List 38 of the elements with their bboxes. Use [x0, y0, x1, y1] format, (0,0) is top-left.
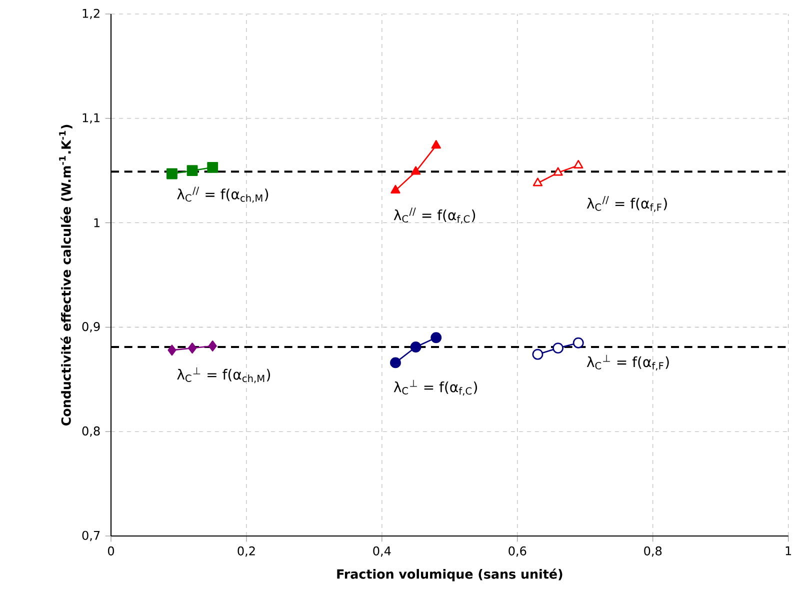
point	[532, 348, 544, 360]
y-tick-label: 0,7	[82, 530, 100, 542]
point	[410, 342, 422, 352]
point	[166, 168, 178, 180]
point	[186, 165, 198, 176]
x-tick-label: 1	[786, 546, 792, 556]
point	[168, 344, 176, 356]
series-label: λ$_{C}$$^{⊥}$ = f(α$_{f,C}$)	[394, 380, 478, 396]
point	[207, 162, 218, 173]
point	[390, 357, 401, 368]
point	[430, 332, 442, 344]
x-axis-title: Fraction volumique (sans unité)	[337, 568, 562, 582]
y-tick-label: 1,2	[82, 8, 100, 20]
text: λ$_{C}$$^{//}$ = f(α$_{f,F}$)	[586, 196, 667, 212]
point	[553, 167, 563, 176]
x-tick-label: 0,8	[644, 546, 662, 557]
point	[390, 184, 400, 194]
point	[552, 342, 564, 354]
point	[431, 140, 441, 149]
y-axis-title: Conductivité effective calculée (W.m$^{-1}$.K$^{-1}$)	[59, 124, 72, 426]
series-label: λ$_{C}$$^{⊥}$ = f(α$_{ch,M}$)	[177, 367, 270, 384]
point	[572, 337, 584, 348]
point	[208, 340, 217, 352]
point	[410, 166, 421, 175]
point	[574, 160, 584, 168]
y-tick-label: 0,8	[82, 426, 100, 437]
point	[188, 342, 197, 354]
y-tick-label: 1,1	[82, 113, 100, 124]
x-tick-label: 0	[108, 546, 114, 556]
x-tick-label: 0,2	[238, 546, 255, 557]
point	[532, 178, 543, 186]
series-label: λ$_{C}$$^{⊥}$ = f(α$_{f,F}$)	[586, 354, 669, 371]
series-label: λ$_{C}$$^{//}$ = f(α$_{ch,M}$)	[177, 186, 268, 203]
x-tick-label: 0,4	[373, 546, 391, 557]
series-label: λ$_{C}$$^{//}$ = f(α$_{f,C}$)	[394, 208, 476, 224]
y-tick-label: 0,9	[82, 322, 100, 332]
x-tick-label: 0,6	[508, 546, 526, 557]
y-tick-label: 1	[94, 218, 100, 228]
